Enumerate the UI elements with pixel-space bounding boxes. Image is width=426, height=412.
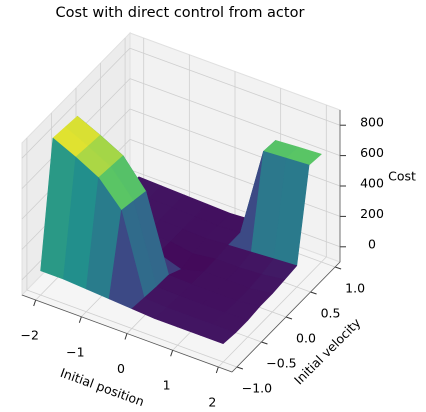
y-tick-label: −0.5 [266, 356, 296, 371]
z-tick-label: 600 [360, 145, 384, 160]
y-tick [261, 341, 268, 345]
y-tick [236, 366, 244, 370]
x-axis-label: Initial position [58, 365, 146, 409]
y-tick-label: 0.0 [296, 331, 316, 346]
axis-line [21, 294, 233, 373]
z-tick-label: 400 [360, 176, 384, 191]
z-tick-label: 200 [360, 206, 384, 221]
x-tick [215, 366, 219, 374]
grid-line [129, 78, 341, 156]
x-tick-label: 0 [117, 361, 125, 376]
x-tick-label: 2 [208, 394, 216, 409]
z-axis-label: Cost [388, 169, 416, 184]
x-tick-label: −1 [66, 344, 84, 359]
x-tick-label: −2 [20, 328, 38, 343]
grid-line [129, 139, 341, 217]
y-tick [310, 291, 317, 295]
y-tick [285, 316, 293, 320]
x-tick [78, 316, 82, 323]
x-tick-label: 1 [163, 378, 171, 393]
z-tick-label: 0 [368, 236, 376, 251]
y-tick-label: −1.0 [242, 381, 272, 396]
grid-line [129, 47, 341, 126]
y-axis-label: Initial velocity [291, 315, 364, 388]
x-tick [33, 299, 37, 307]
grid-line [26, 289, 238, 368]
x-tick [170, 350, 174, 357]
grid-line [129, 169, 341, 248]
x-tick [124, 333, 128, 340]
surface-face [200, 324, 236, 345]
y-tick-label: 0.5 [321, 306, 341, 321]
y-tick-label: 1.0 [345, 281, 365, 296]
z-tick-label: 800 [360, 115, 384, 130]
axis-line [231, 261, 341, 373]
grid-line [21, 47, 131, 159]
y-tick [334, 266, 342, 270]
chart-title: Cost with direct control from actor [56, 5, 305, 21]
